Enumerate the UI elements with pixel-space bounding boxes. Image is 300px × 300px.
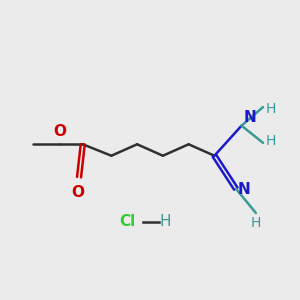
Text: O: O <box>53 124 66 139</box>
Text: H: H <box>265 102 276 116</box>
Text: O: O <box>71 185 84 200</box>
Text: H: H <box>265 134 276 148</box>
Text: Cl: Cl <box>119 214 135 229</box>
Text: H: H <box>160 214 172 229</box>
Text: N: N <box>238 182 251 197</box>
Text: N: N <box>244 110 256 125</box>
Text: H: H <box>251 216 261 230</box>
